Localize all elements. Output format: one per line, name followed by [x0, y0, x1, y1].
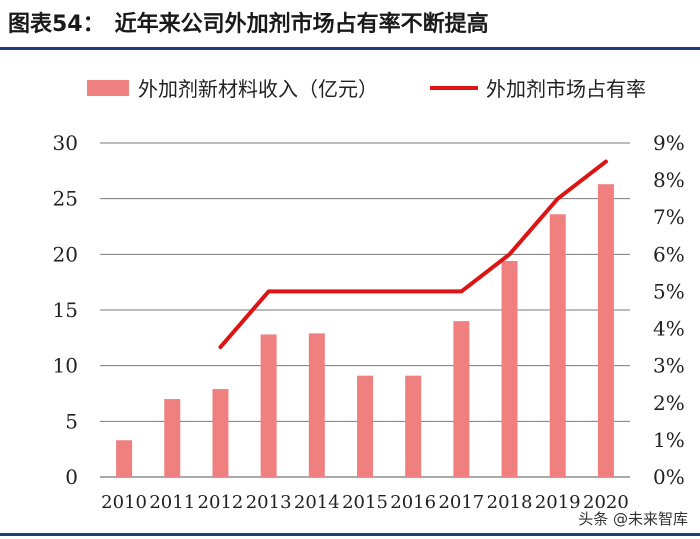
y-left-tick-label: 30 — [53, 131, 78, 155]
x-tick-label: 2014 — [294, 492, 340, 513]
y-left-tick-label: 0 — [65, 465, 78, 489]
x-tick-label: 2020 — [583, 492, 629, 513]
y-left-tick-label: 5 — [65, 409, 78, 433]
y-right-tick-label: 0% — [653, 465, 685, 489]
bar — [116, 440, 133, 477]
y-right-tick-label: 5% — [653, 279, 685, 303]
y-right-tick-label: 4% — [653, 317, 685, 341]
bar — [597, 184, 614, 477]
y-left-tick-label: 20 — [53, 242, 78, 266]
y-right-tick-label: 6% — [653, 242, 685, 266]
bar — [453, 321, 470, 477]
figure-label: 图表54： — [8, 12, 105, 37]
bottom-divider — [0, 533, 700, 536]
legend-label-bar: 外加剂新材料收入（亿元） — [138, 77, 378, 101]
x-tick-label: 2015 — [342, 492, 388, 513]
bar — [405, 375, 422, 477]
bar — [501, 261, 518, 477]
x-tick-label: 2011 — [149, 492, 195, 513]
legend-label-line: 外加剂市场占有率 — [486, 77, 646, 101]
bar — [357, 375, 373, 477]
watermark: 头条 @未来智库 — [574, 508, 692, 529]
x-tick-label: 2010 — [101, 492, 147, 513]
bar — [260, 334, 277, 477]
series-line-market-share — [218, 159, 608, 350]
bar — [212, 389, 229, 477]
y-left-tick-label: 25 — [53, 187, 78, 211]
y-right-tick-label: 3% — [653, 354, 685, 378]
x-tick-label: 2019 — [535, 492, 581, 513]
y-right-tick-label: 2% — [653, 391, 685, 415]
legend-swatch-bar — [87, 80, 129, 96]
x-tick-label: 2012 — [198, 492, 244, 513]
bar — [549, 214, 566, 477]
y-right-tick-label: 7% — [653, 205, 685, 229]
x-tick-label: 2016 — [390, 492, 436, 513]
bar — [308, 333, 325, 477]
bar — [164, 399, 181, 477]
chart-title: 图表54： 近年来公司外加剂市场占有率不断提高 — [8, 6, 489, 38]
title-divider — [0, 47, 700, 50]
y-right-tick-label: 9% — [653, 131, 685, 155]
y-left-tick-label: 15 — [53, 298, 78, 322]
x-tick-label: 2017 — [438, 492, 484, 513]
x-tick-label: 2013 — [246, 492, 292, 513]
x-tick-label: 2018 — [487, 492, 533, 513]
y-right-tick-label: 8% — [653, 168, 685, 192]
y-right-tick-label: 1% — [653, 428, 685, 452]
y-left-tick-label: 10 — [53, 354, 78, 378]
figure-title-text: 近年来公司外加剂市场占有率不断提高 — [114, 12, 489, 37]
